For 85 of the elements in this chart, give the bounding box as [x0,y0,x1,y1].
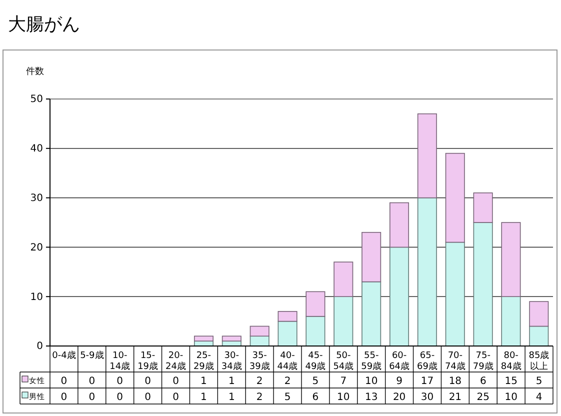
x-tick-label: 70-74歳 [444,351,466,372]
data-label: 17 [420,376,434,387]
bar [278,311,298,322]
x-tick-label: 75-79歳 [472,351,494,372]
data-label: 0 [88,392,96,403]
data-label: 1 [228,392,235,403]
bar [306,291,326,317]
bar [362,232,382,282]
chart-title: 大腸がん [8,14,80,35]
data-label: 21 [448,392,462,403]
x-tick-label: 5-9歳 [80,350,104,361]
data-label: 5 [284,392,291,403]
data-label: 15 [504,376,518,387]
data-label: 0 [144,376,151,387]
bar [417,197,437,346]
bar [362,281,382,346]
data-label: 6 [480,376,486,387]
y-tick-label: 20 [30,242,43,254]
x-tick-label: 35-39歳 [249,351,270,372]
data-label: 7 [340,376,347,387]
x-tick-label: 60-64歳 [389,351,410,372]
y-tick-label: 0 [36,341,43,352]
x-tick-label: 45-49歳 [305,351,326,372]
data-label: 0 [172,376,179,387]
data-label: 0 [116,376,124,387]
bar [501,222,521,297]
bar [250,326,270,337]
data-label: 20 [392,392,406,403]
bar [445,152,465,243]
data-label: 0 [60,376,68,387]
data-label: 5 [312,376,319,387]
data-label: 13 [364,392,378,403]
data-label: 9 [396,376,402,387]
data-label: 30 [420,392,434,403]
data-label: 2 [256,376,263,387]
bar [529,301,549,327]
data-label: 4 [536,392,542,403]
bar [389,202,410,248]
bar [501,296,521,346]
x-tick-label: 85歳以上 [528,350,550,372]
data-label: 10 [337,392,350,403]
data-label: 10 [504,392,518,403]
bar [334,262,354,297]
data-label: 2 [284,376,291,387]
data-label: 0 [144,392,151,403]
x-tick-label: 20-24歳 [166,351,186,372]
data-label: 0 [88,376,96,387]
x-tick-label: 10-14歳 [110,351,130,372]
bar [445,242,465,346]
data-label: 25 [476,392,490,403]
y-tick-label: 50 [30,94,43,106]
data-label: 10 [364,376,378,387]
bar [417,113,437,198]
x-tick-label: 40-44歳 [277,351,298,372]
x-tick-label: 25-29歳 [193,351,214,372]
data-label: 1 [200,376,207,387]
bar [473,222,493,346]
data-label: 0 [60,392,68,403]
y-tick-label: 40 [30,144,43,155]
data-label: 2 [256,392,263,403]
data-label: 6 [312,392,319,403]
y-tick-label: 30 [30,193,43,204]
data-label: 1 [200,392,207,403]
y-tick-label: 10 [30,292,43,303]
x-tick-label: 55-59歳 [361,351,382,372]
data-label: 1 [228,376,235,387]
bar [222,336,242,342]
y-axis-title: 件数 [26,66,44,77]
x-tick-label: 50-54歳 [333,351,354,372]
bar [194,336,214,342]
data-label: 0 [172,392,179,403]
bar [389,246,410,346]
bar [306,316,326,346]
data-label: 0 [116,392,124,403]
x-tick-label: 80-84歳 [500,351,522,372]
bar [334,296,354,346]
x-tick-label: 0-4歳 [52,350,76,361]
bar [473,192,493,223]
x-tick-label: 15-19歳 [138,351,158,372]
x-tick-label: 30-34歳 [221,351,242,372]
data-label: 5 [536,376,542,387]
x-tick-label: 65-69歳 [417,351,438,372]
bar [278,320,298,346]
data-label: 18 [448,376,462,387]
bar [529,326,549,346]
